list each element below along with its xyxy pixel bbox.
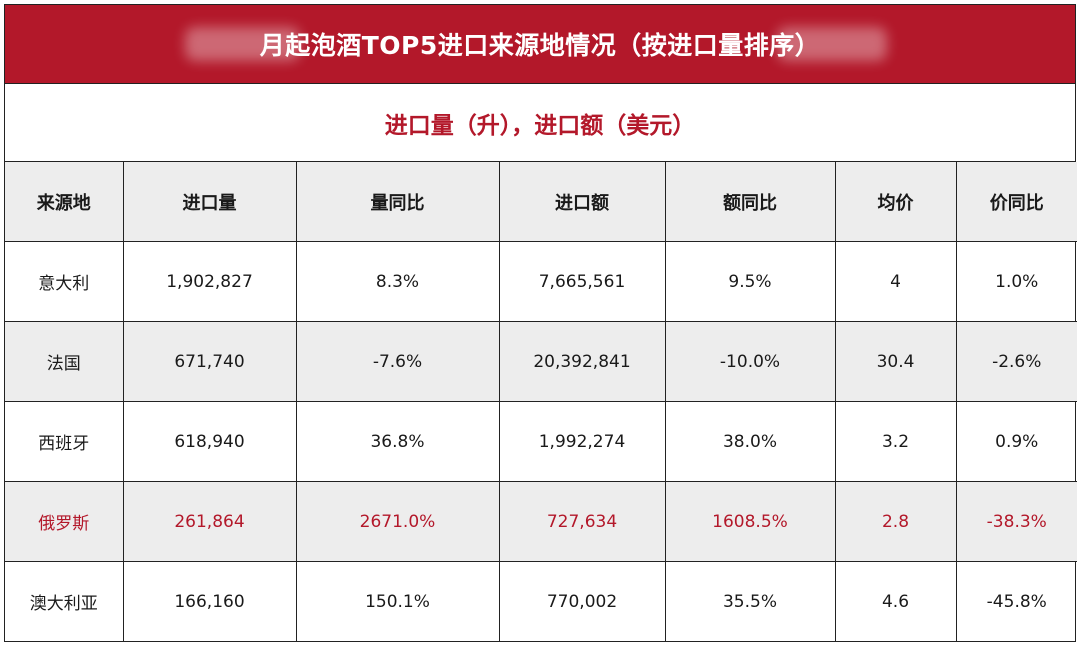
cell-volume-yoy: -7.6% bbox=[296, 321, 500, 402]
units-subtitle: 进口量（升），进口额（美元） bbox=[5, 84, 1075, 162]
cell-volume-yoy: 36.8% bbox=[296, 401, 500, 482]
table-row: 意大利 1,902,827 8.3% 7,665,561 9.5% 4 1.0% bbox=[5, 241, 1077, 322]
column-header-volume-yoy: 量同比 bbox=[296, 162, 500, 242]
column-header-value: 进口额 bbox=[499, 162, 666, 242]
column-header-value-yoy: 额同比 bbox=[665, 162, 836, 242]
cell-volume-yoy: 2671.0% bbox=[296, 481, 500, 562]
cell-value-yoy: -10.0% bbox=[665, 321, 836, 402]
page-title: 月起泡酒TOP5进口来源地情况（按进口量排序） bbox=[259, 31, 821, 60]
cell-origin: 法国 bbox=[5, 321, 124, 402]
cell-origin: 澳大利亚 bbox=[5, 561, 124, 641]
title-banner: 月起泡酒TOP5进口来源地情况（按进口量排序） bbox=[5, 5, 1075, 84]
table-row: 法国 671,740 -7.6% 20,392,841 -10.0% 30.4 … bbox=[5, 321, 1077, 402]
cell-avg-price: 4 bbox=[835, 241, 957, 322]
cell-volume-yoy: 8.3% bbox=[296, 241, 500, 322]
cell-origin: 西班牙 bbox=[5, 401, 124, 482]
cell-volume-yoy: 150.1% bbox=[296, 561, 500, 641]
column-header-origin: 来源地 bbox=[5, 162, 124, 242]
cell-avg-price: 3.2 bbox=[835, 401, 957, 482]
cell-value-yoy: 9.5% bbox=[665, 241, 836, 322]
cell-value-yoy: 35.5% bbox=[665, 561, 836, 641]
cell-volume: 166,160 bbox=[123, 561, 297, 641]
cell-price-yoy: 0.9% bbox=[956, 401, 1077, 482]
cell-value-yoy: 1608.5% bbox=[665, 481, 836, 562]
cell-origin: 意大利 bbox=[5, 241, 124, 322]
cell-volume: 1,902,827 bbox=[123, 241, 297, 322]
table-row: 西班牙 618,940 36.8% 1,992,274 38.0% 3.2 0.… bbox=[5, 401, 1077, 482]
column-header-price-yoy: 价同比 bbox=[956, 162, 1077, 242]
table-row: 澳大利亚 166,160 150.1% 770,002 35.5% 4.6 -4… bbox=[5, 561, 1077, 641]
cell-volume: 671,740 bbox=[123, 321, 297, 402]
table-frame: 月起泡酒TOP5进口来源地情况（按进口量排序） 进口量（升），进口额（美元） 来… bbox=[4, 4, 1077, 642]
cell-value-yoy: 38.0% bbox=[665, 401, 836, 482]
blurred-region-left bbox=[185, 27, 300, 61]
cell-volume: 618,940 bbox=[123, 401, 297, 482]
cell-avg-price: 30.4 bbox=[835, 321, 957, 402]
column-header-volume: 进口量 bbox=[123, 162, 297, 242]
cell-volume: 261,864 bbox=[123, 481, 297, 562]
import-table: 来源地 进口量 量同比 进口额 额同比 均价 价同比 意大利 1,902,827… bbox=[5, 162, 1077, 641]
cell-value: 7,665,561 bbox=[499, 241, 666, 322]
cell-value: 20,392,841 bbox=[499, 321, 666, 402]
cell-value: 770,002 bbox=[499, 561, 666, 641]
cell-price-yoy: -45.8% bbox=[986, 591, 1047, 612]
blurred-region-right bbox=[777, 27, 887, 61]
table-row-highlighted: 俄罗斯 261,864 2671.0% 727,634 1608.5% 2.8 … bbox=[5, 481, 1077, 562]
cell-price-yoy: -38.3% bbox=[956, 481, 1077, 562]
header-row: 来源地 进口量 量同比 进口额 额同比 均价 价同比 bbox=[5, 162, 1077, 242]
column-header-avg-price: 均价 bbox=[835, 162, 957, 242]
cell-value: 1,992,274 bbox=[499, 401, 666, 482]
cell-value: 727,634 bbox=[499, 481, 666, 562]
cell-origin: 俄罗斯 bbox=[5, 481, 124, 562]
cell-price-yoy: 1.0% bbox=[956, 241, 1077, 322]
cell-avg-price: 4.6 bbox=[835, 561, 957, 641]
cell-avg-price: 2.8 bbox=[835, 481, 957, 562]
cell-price-yoy: -2.6% bbox=[956, 321, 1077, 402]
